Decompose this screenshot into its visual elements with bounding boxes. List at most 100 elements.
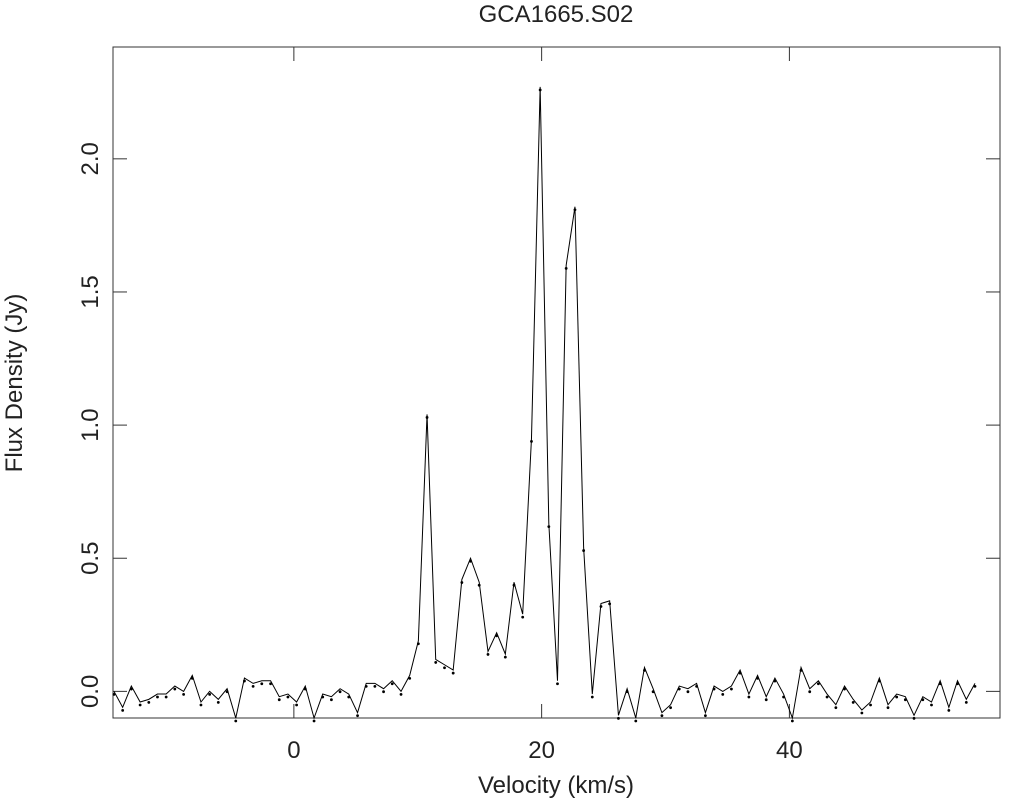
data-point xyxy=(443,666,446,670)
data-point xyxy=(895,695,899,699)
data-point xyxy=(669,706,672,710)
data-point xyxy=(956,682,959,686)
data-point xyxy=(695,684,699,688)
data-point xyxy=(356,714,359,718)
x-tick-label: 20 xyxy=(528,737,555,764)
data-point xyxy=(156,695,159,699)
data-point xyxy=(643,669,646,672)
data-point xyxy=(938,682,942,686)
data-point xyxy=(782,695,785,699)
data-point xyxy=(390,682,394,686)
y-tick-label: 1.5 xyxy=(77,275,104,308)
data-point xyxy=(721,692,725,696)
data-point xyxy=(903,698,907,702)
y-axis-label: Flux Density (Jy) xyxy=(1,294,28,473)
data-point xyxy=(564,266,568,270)
x-axis-label: Velocity (km/s) xyxy=(478,772,634,799)
data-point xyxy=(477,583,481,587)
data-point xyxy=(843,687,846,691)
data-point xyxy=(730,687,733,691)
data-point xyxy=(660,714,664,718)
data-point xyxy=(364,684,368,688)
data-point xyxy=(243,679,246,683)
data-point xyxy=(608,602,612,606)
x-tick-label: 0 xyxy=(287,737,300,764)
data-point xyxy=(164,695,168,699)
data-point xyxy=(634,719,638,723)
data-point xyxy=(651,690,655,694)
data-point xyxy=(295,703,298,707)
data-point xyxy=(199,703,203,707)
y-tick-label: 0.0 xyxy=(77,675,104,708)
data-point xyxy=(877,679,881,683)
data-point xyxy=(112,692,116,696)
data-point xyxy=(530,440,533,443)
data-point xyxy=(216,700,220,704)
data-point xyxy=(451,671,455,675)
data-point xyxy=(947,708,951,712)
data-point xyxy=(382,690,385,694)
data-point xyxy=(886,706,890,710)
data-line xyxy=(113,86,976,720)
data-point xyxy=(303,687,307,691)
data-point xyxy=(399,692,403,696)
data-point xyxy=(347,695,351,699)
data-point xyxy=(460,581,464,584)
data-point xyxy=(590,695,594,699)
data-point xyxy=(434,661,438,664)
data-point xyxy=(808,690,812,694)
data-point xyxy=(182,692,186,696)
data-point xyxy=(764,698,768,702)
data-point xyxy=(964,700,968,704)
data-point xyxy=(260,682,264,686)
data-point xyxy=(825,695,829,699)
y-tick-label: 0.5 xyxy=(77,542,104,575)
data-point xyxy=(930,703,933,707)
data-point xyxy=(208,692,212,696)
data-point xyxy=(416,642,420,646)
data-point xyxy=(173,687,177,691)
data-point xyxy=(338,690,342,694)
data-point xyxy=(547,525,551,529)
y-tick-label: 2.0 xyxy=(77,142,104,175)
data-point xyxy=(312,719,316,723)
data-point xyxy=(834,706,838,710)
data-point xyxy=(712,687,716,691)
data-point xyxy=(234,719,238,723)
data-point xyxy=(269,682,272,686)
data-point xyxy=(556,682,559,686)
chart-title: GCA1665.S02 xyxy=(479,1,634,28)
data-point xyxy=(582,549,586,552)
data-point xyxy=(321,695,325,699)
data-point xyxy=(512,583,516,587)
data-point xyxy=(816,682,820,686)
data-point xyxy=(921,698,925,702)
data-point xyxy=(799,669,803,672)
data-point xyxy=(373,684,377,688)
data-point xyxy=(225,690,229,694)
data-point xyxy=(486,653,490,656)
x-tick-label: 40 xyxy=(776,737,803,764)
plot-frame xyxy=(112,46,1001,719)
data-point xyxy=(625,690,629,694)
data-point xyxy=(425,416,429,419)
data-point xyxy=(912,716,916,720)
data-point xyxy=(869,703,872,707)
data-point xyxy=(129,687,133,691)
data-point xyxy=(677,687,681,691)
data-point xyxy=(521,615,525,619)
data-point xyxy=(330,698,333,702)
data-point xyxy=(190,676,194,680)
data-point xyxy=(686,690,690,694)
data-point xyxy=(277,698,281,702)
data-point xyxy=(773,679,777,683)
data-point xyxy=(860,711,864,715)
data-point xyxy=(121,708,125,712)
data-point xyxy=(138,703,142,707)
data-point xyxy=(408,676,412,680)
data-point xyxy=(973,684,977,688)
data-point xyxy=(573,208,577,212)
data-point xyxy=(469,559,472,563)
data-point xyxy=(599,605,603,608)
